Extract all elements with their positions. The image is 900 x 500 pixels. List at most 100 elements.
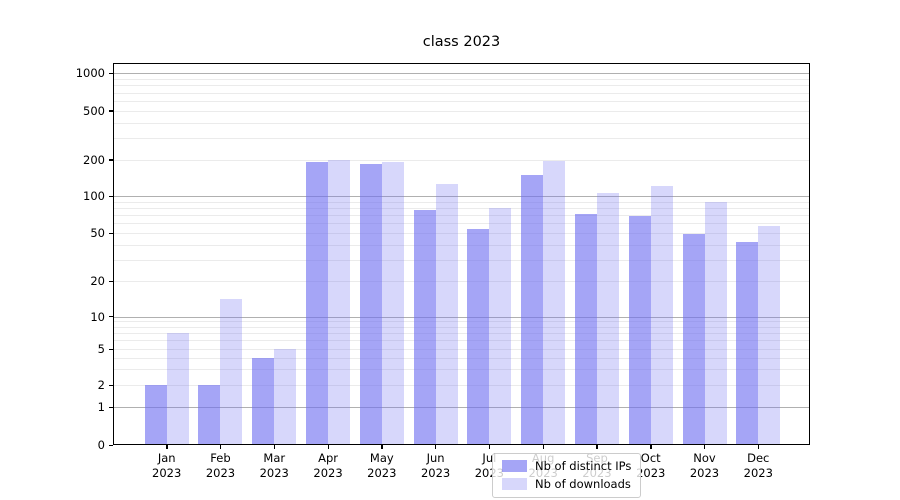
y-tick-label-100: 100 — [83, 189, 105, 203]
y-tick-mark-500 — [109, 110, 113, 112]
legend-item-distinct-ips: Nb of distinct IPs — [502, 459, 631, 473]
y-tick-mark-0 — [109, 444, 113, 446]
x-tick-label-dec-2023: Dec 2023 — [743, 451, 773, 480]
bar-distinct-ips-jul-2023 — [467, 228, 490, 445]
y-tick-label-50: 50 — [90, 226, 105, 240]
gridline-30 — [113, 259, 810, 261]
x-tick-label-feb-2023: Feb 2023 — [205, 451, 236, 480]
legend-label-distinct-ips: Nb of distinct IPs — [535, 459, 632, 473]
gridline-60 — [113, 223, 810, 225]
y-tick-label-1000: 1000 — [75, 66, 105, 81]
gridline-4 — [113, 357, 810, 359]
gridline-400 — [113, 122, 810, 124]
legend: Nb of distinct IPs Nb of downloads — [492, 453, 642, 498]
y-tick-label-200: 200 — [83, 152, 105, 167]
gridline-70 — [113, 215, 810, 217]
gridline-500 — [113, 110, 810, 112]
gridline-6 — [113, 340, 810, 342]
bar-downloads-jul-2023 — [489, 207, 512, 445]
y-tick-mark-1 — [109, 406, 113, 408]
bar-distinct-ips-jun-2023 — [413, 209, 436, 445]
bar-distinct-ips-dec-2023 — [736, 242, 759, 445]
chart-title: class 2023 — [422, 34, 501, 50]
bar-downloads-aug-2023 — [543, 161, 566, 445]
x-tick-label-nov-2023: Nov 2023 — [689, 451, 720, 480]
x-tick-mark-feb-2023 — [219, 445, 222, 449]
x-tick-mark-jun-2023 — [435, 445, 437, 449]
bar-distinct-ips-feb-2023 — [198, 385, 221, 445]
bar-distinct-ips-may-2023 — [359, 163, 382, 445]
legend-item-downloads: Nb of downloads — [502, 477, 631, 491]
bar-downloads-jan-2023 — [166, 333, 189, 445]
legend-swatch-downloads — [502, 478, 527, 490]
gridline-5 — [113, 349, 810, 350]
x-tick-mark-apr-2023 — [327, 445, 329, 449]
y-tick-mark-1000 — [109, 72, 113, 75]
x-tick-mark-may-2023 — [381, 445, 383, 449]
bar-distinct-ips-sep-2023 — [574, 214, 597, 445]
gridline-200 — [113, 159, 810, 161]
x-tick-label-mar-2023: Mar 2023 — [259, 451, 289, 480]
bar-distinct-ips-nov-2023 — [682, 234, 705, 445]
gridline-9 — [113, 321, 810, 323]
bar-downloads-jun-2023 — [435, 184, 458, 445]
gridline-80 — [113, 207, 810, 209]
y-tick-label-0: 0 — [97, 438, 105, 452]
gridline-300 — [113, 138, 810, 140]
gridline-600 — [113, 100, 810, 102]
y-tick-mark-200 — [109, 159, 113, 161]
x-tick-mark-sep-2023 — [596, 445, 598, 449]
gridline-700 — [113, 92, 810, 94]
legend-swatch-distinct-ips — [502, 460, 527, 472]
y-tick-mark-2 — [109, 384, 113, 386]
bar-downloads-dec-2023 — [758, 226, 781, 445]
gridline-7 — [113, 333, 810, 335]
gridline-100 — [113, 196, 810, 197]
bar-distinct-ips-mar-2023 — [252, 357, 275, 445]
y-tick-label-10: 10 — [90, 309, 105, 324]
gridline-800 — [113, 85, 810, 87]
gridline-90 — [113, 201, 810, 203]
x-tick-mark-oct-2023 — [650, 445, 652, 449]
x-tick-label-may-2023: May 2023 — [367, 451, 397, 480]
gridline-40 — [113, 244, 810, 246]
gridline-3 — [113, 369, 810, 371]
x-tick-label-apr-2023: Apr 2023 — [313, 451, 343, 480]
y-tick-label-20: 20 — [90, 274, 105, 288]
x-tick-label-jun-2023: Jun 2023 — [420, 451, 451, 480]
y-tick-mark-5 — [109, 348, 113, 350]
bar-downloads-oct-2023 — [650, 186, 673, 445]
y-tick-mark-10 — [109, 316, 113, 318]
bar-downloads-mar-2023 — [274, 349, 297, 445]
x-tick-label-oct-2023: Oct 2023 — [636, 451, 666, 480]
y-tick-label-500: 500 — [83, 103, 105, 118]
bar-distinct-ips-apr-2023 — [306, 162, 329, 445]
plot-area: Nb of distinct IPs Nb of downloads — [113, 63, 810, 498]
y-tick-mark-50 — [109, 232, 113, 234]
gridline-900 — [113, 78, 810, 80]
x-tick-mark-nov-2023 — [704, 445, 706, 449]
x-tick-mark-mar-2023 — [273, 445, 276, 449]
bar-downloads-may-2023 — [381, 162, 404, 445]
y-tick-label-1: 1 — [97, 400, 105, 414]
y-tick-label-5: 5 — [97, 342, 105, 356]
bar-downloads-apr-2023 — [328, 159, 351, 445]
gridline-10 — [113, 316, 810, 318]
bar-distinct-ips-jan-2023 — [144, 385, 167, 445]
y-tick-label-2: 2 — [97, 378, 105, 392]
bar-distinct-ips-aug-2023 — [521, 174, 544, 445]
bar-downloads-sep-2023 — [596, 192, 619, 445]
bar-downloads-nov-2023 — [704, 201, 727, 445]
gridline-1 — [113, 407, 810, 408]
gridline-50 — [113, 233, 810, 234]
gridline-20 — [113, 281, 810, 282]
bar-downloads-feb-2023 — [220, 299, 243, 445]
y-tick-mark-20 — [109, 280, 113, 282]
gridline-2 — [113, 385, 810, 386]
x-tick-mark-jan-2023 — [166, 445, 168, 449]
x-tick-label-jan-2023: Jan 2023 — [152, 451, 182, 480]
x-tick-mark-dec-2023 — [757, 445, 760, 449]
gridline-8 — [113, 326, 810, 328]
x-tick-mark-aug-2023 — [542, 445, 545, 449]
